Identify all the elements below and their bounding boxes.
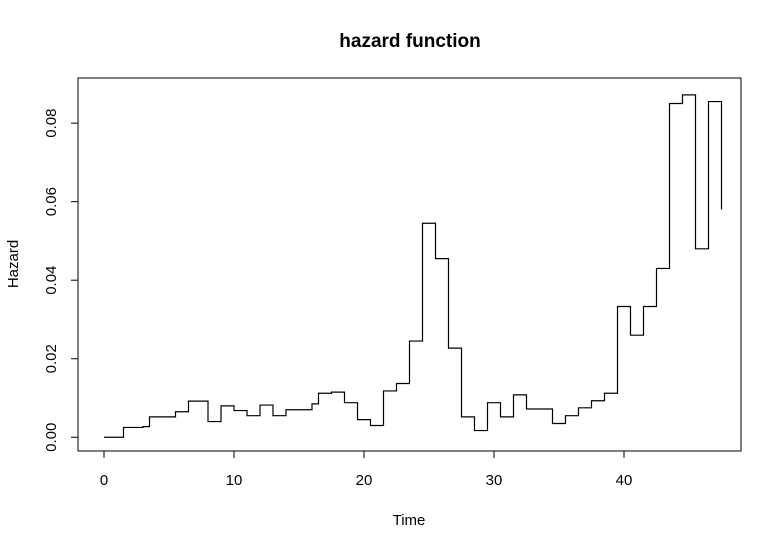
plot-frame xyxy=(77,77,742,452)
y-axis-label: Hazard xyxy=(5,240,22,288)
hazard-step-line xyxy=(104,94,723,438)
y-tick-label: 0.08 xyxy=(43,109,60,138)
y-tick-label: 0.00 xyxy=(43,423,60,452)
x-axis: 0 10 20 30 40 xyxy=(100,450,633,489)
x-tick-label: 30 xyxy=(486,472,503,489)
chart-title: hazard function xyxy=(339,31,480,52)
y-tick-label: 0.02 xyxy=(43,344,60,373)
x-tick-label: 40 xyxy=(616,472,633,489)
x-axis-label: Time xyxy=(393,512,426,529)
x-tick-label: 10 xyxy=(226,472,243,489)
x-tick-label: 0 xyxy=(100,472,108,489)
y-tick-label: 0.04 xyxy=(43,266,60,295)
y-tick-label: 0.06 xyxy=(43,187,60,216)
y-axis: 0.00 0.02 0.04 0.06 0.08 xyxy=(43,109,79,452)
x-tick-label: 20 xyxy=(356,472,373,489)
